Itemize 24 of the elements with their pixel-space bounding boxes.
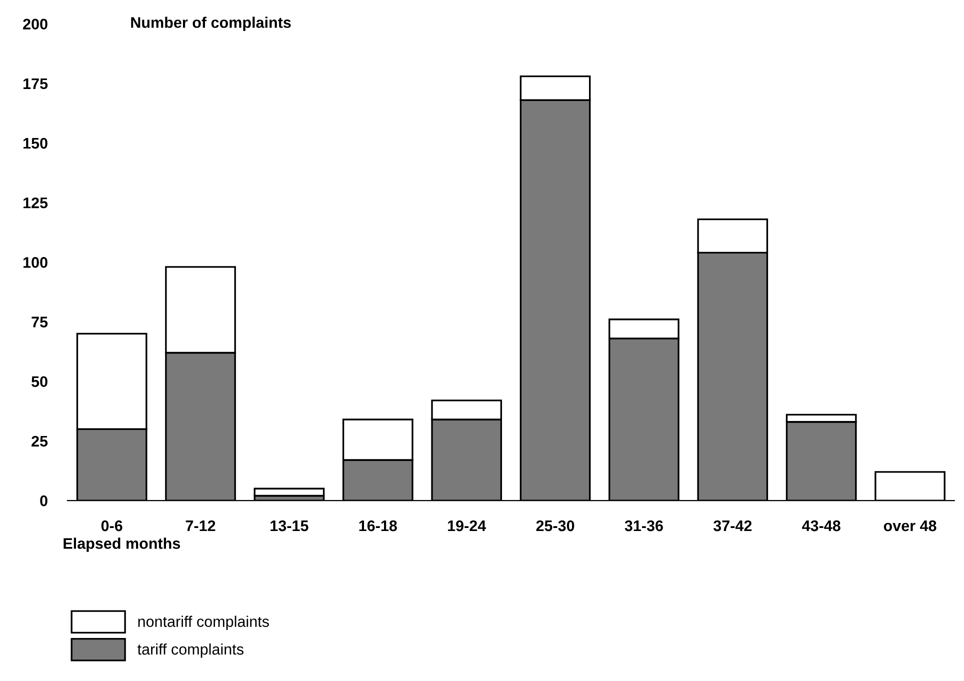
y-tick-label: 0 [40,495,48,506]
y-tick-label: 50 [32,376,48,388]
y-tick-label: 125 [24,197,48,208]
y-tick-label: 150 [24,138,48,149]
x-tick-label: 7-12 [186,520,216,532]
y-tick-label: 100 [24,257,48,268]
y-axis-title: Number of complaints [131,16,291,31]
x-axis-title: Elapsed months [64,538,180,552]
legend-label: nontariff complaints [138,616,269,630]
x-tick-label: 13-15 [270,520,308,532]
legend-label: tariff complaints [138,643,244,658]
y-tick-label: 175 [24,78,48,90]
y-tick-label: 25 [32,436,48,447]
x-tick-label: 31-36 [624,520,663,532]
bar [254,488,325,497]
y-tick-label: 200 [23,18,48,30]
x-tick-label: 0-6 [101,520,122,532]
x-tick-label: 16-18 [359,520,397,532]
x-tick-label: 43-48 [802,520,840,532]
x-tick-label: 19-24 [448,520,486,532]
x-tick-label: 25-30 [536,520,574,532]
x-tick-label: 37-42 [713,520,752,532]
x-tick-label: over 48 [884,520,936,532]
y-tick-label: 75 [32,316,48,328]
